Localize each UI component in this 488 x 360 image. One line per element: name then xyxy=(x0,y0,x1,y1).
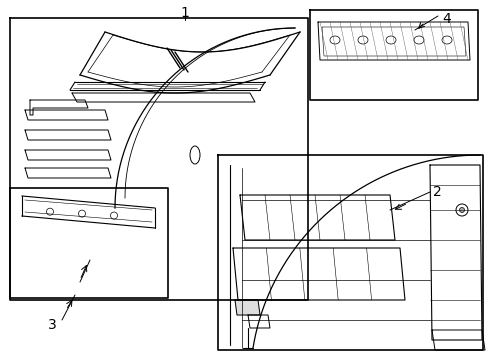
Text: 1: 1 xyxy=(180,6,189,20)
Circle shape xyxy=(459,207,464,212)
Text: 3: 3 xyxy=(47,318,56,332)
Text: 4: 4 xyxy=(442,12,450,26)
Text: 2: 2 xyxy=(432,185,441,199)
Polygon shape xyxy=(235,300,260,315)
